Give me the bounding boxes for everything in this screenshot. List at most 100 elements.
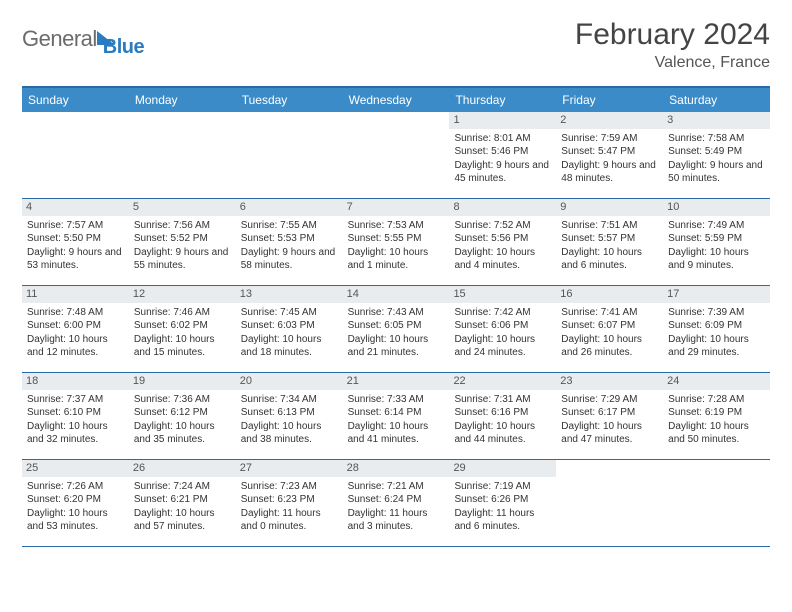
- day-details: Sunrise: 7:41 AMSunset: 6:07 PMDaylight:…: [561, 306, 658, 360]
- daylight-line: Daylight: 10 hours and 44 minutes.: [454, 420, 551, 447]
- day-number: 12: [129, 286, 236, 303]
- sunset-line: Sunset: 6:26 PM: [454, 493, 551, 507]
- sunset-line: Sunset: 6:20 PM: [27, 493, 124, 507]
- day-cell: [556, 460, 663, 546]
- header: General Blue February 2024 Valence, Fran…: [22, 18, 770, 72]
- sunset-line: Sunset: 6:17 PM: [561, 406, 658, 420]
- sunset-line: Sunset: 5:50 PM: [27, 232, 124, 246]
- day-cell: 17 Sunrise: 7:39 AMSunset: 6:09 PMDayligh…: [663, 286, 770, 372]
- day-number: 8: [449, 199, 556, 216]
- day-number: 6: [236, 199, 343, 216]
- day-number: 20: [236, 373, 343, 390]
- sunrise-line: Sunrise: 7:58 AM: [668, 132, 765, 146]
- sunrise-line: Sunrise: 7:42 AM: [454, 306, 551, 320]
- daylight-line: Daylight: 10 hours and 53 minutes.: [27, 507, 124, 534]
- dow-cell: Wednesday: [343, 88, 450, 112]
- day-number: 14: [343, 286, 450, 303]
- day-cell: 5Sunrise: 7:56 AMSunset: 5:52 PMDaylight…: [129, 199, 236, 285]
- day-cell: 10Sunrise: 7:49 AMSunset: 5:59 PMDayligh…: [663, 199, 770, 285]
- sunset-line: Sunset: 5:57 PM: [561, 232, 658, 246]
- sunset-line: Sunset: 6:13 PM: [241, 406, 338, 420]
- daylight-line: Daylight: 9 hours and 58 minutes.: [241, 246, 338, 273]
- day-cell: 15Sunrise: 7:42 AMSunset: 6:06 PMDayligh…: [449, 286, 556, 372]
- dow-cell: Thursday: [449, 88, 556, 112]
- sunset-line: Sunset: 6:06 PM: [454, 319, 551, 333]
- sunset-line: Sunset: 6:24 PM: [348, 493, 445, 507]
- day-details: Sunrise: 7:19 AMSunset: 6:26 PMDaylight:…: [454, 480, 551, 534]
- daylight-line: Daylight: 10 hours and 50 minutes.: [668, 420, 765, 447]
- sunset-line: Sunset: 6:07 PM: [561, 319, 658, 333]
- sunrise-line: Sunrise: 7:39 AM: [668, 306, 765, 320]
- sunrise-line: Sunrise: 7:19 AM: [454, 480, 551, 494]
- sunrise-line: Sunrise: 7:49 AM: [668, 219, 765, 233]
- sunset-line: Sunset: 5:53 PM: [241, 232, 338, 246]
- day-number: 17: [663, 286, 770, 303]
- day-details: Sunrise: 7:21 AMSunset: 6:24 PMDaylight:…: [348, 480, 445, 534]
- sunrise-line: Sunrise: 7:59 AM: [561, 132, 658, 146]
- day-details: Sunrise: 7:46 AMSunset: 6:02 PMDaylight:…: [134, 306, 231, 360]
- daylight-line: Daylight: 10 hours and 38 minutes.: [241, 420, 338, 447]
- sunrise-line: Sunrise: 7:52 AM: [454, 219, 551, 233]
- day-details: Sunrise: 7:26 AMSunset: 6:20 PMDaylight:…: [27, 480, 124, 534]
- sunrise-line: Sunrise: 7:51 AM: [561, 219, 658, 233]
- day-number: 9: [556, 199, 663, 216]
- daylight-line: Daylight: 10 hours and 29 minutes.: [668, 333, 765, 360]
- sunrise-line: Sunrise: 7:46 AM: [134, 306, 231, 320]
- daylight-line: Daylight: 10 hours and 15 minutes.: [134, 333, 231, 360]
- sunrise-line: Sunrise: 7:57 AM: [27, 219, 124, 233]
- sunrise-line: Sunrise: 7:29 AM: [561, 393, 658, 407]
- daylight-line: Daylight: 9 hours and 45 minutes.: [454, 159, 551, 186]
- day-number: 24: [663, 373, 770, 390]
- day-number: 28: [343, 460, 450, 477]
- day-cell: 6Sunrise: 7:55 AMSunset: 5:53 PMDaylight…: [236, 199, 343, 285]
- sunset-line: Sunset: 6:23 PM: [241, 493, 338, 507]
- day-number: 26: [129, 460, 236, 477]
- day-cell: 4Sunrise: 7:57 AMSunset: 5:50 PMDaylight…: [22, 199, 129, 285]
- daylight-line: Daylight: 10 hours and 32 minutes.: [27, 420, 124, 447]
- week-row: 18Sunrise: 7:37 AMSunset: 6:10 PMDayligh…: [22, 373, 770, 460]
- day-details: Sunrise: 7:28 AMSunset: 6:19 PMDaylight:…: [668, 393, 765, 447]
- day-details: Sunrise: 7:33 AMSunset: 6:14 PMDaylight:…: [348, 393, 445, 447]
- brand-word2: Blue: [103, 36, 144, 59]
- sunset-line: Sunset: 6:03 PM: [241, 319, 338, 333]
- daylight-line: Daylight: 10 hours and 1 minute.: [348, 246, 445, 273]
- sunrise-line: Sunrise: 7:24 AM: [134, 480, 231, 494]
- day-cell: 21Sunrise: 7:33 AMSunset: 6:14 PMDayligh…: [343, 373, 450, 459]
- brand-word1: General: [22, 26, 97, 52]
- weeks-container: 1Sunrise: 8:01 AMSunset: 5:46 PMDaylight…: [22, 112, 770, 547]
- sunrise-line: Sunrise: 7:53 AM: [348, 219, 445, 233]
- sunrise-line: Sunrise: 7:28 AM: [668, 393, 765, 407]
- sunset-line: Sunset: 5:47 PM: [561, 145, 658, 159]
- day-number: 1: [449, 112, 556, 129]
- day-number: 16: [556, 286, 663, 303]
- day-cell: 20Sunrise: 7:34 AMSunset: 6:13 PMDayligh…: [236, 373, 343, 459]
- week-row: 11Sunrise: 7:48 AMSunset: 6:00 PMDayligh…: [22, 286, 770, 373]
- day-cell: 1Sunrise: 8:01 AMSunset: 5:46 PMDaylight…: [449, 112, 556, 198]
- day-cell: 24 Sunrise: 7:28 AMSunset: 6:19 PMDayligh…: [663, 373, 770, 459]
- sunset-line: Sunset: 6:12 PM: [134, 406, 231, 420]
- location-label: Valence, France: [575, 54, 770, 72]
- sunrise-line: Sunrise: 7:21 AM: [348, 480, 445, 494]
- sunset-line: Sunset: 6:02 PM: [134, 319, 231, 333]
- sunset-line: Sunset: 6:19 PM: [668, 406, 765, 420]
- day-cell: 16 Sunrise: 7:41 AMSunset: 6:07 PMDayligh…: [556, 286, 663, 372]
- day-details: Sunrise: 7:39 AMSunset: 6:09 PMDaylight:…: [668, 306, 765, 360]
- daylight-line: Daylight: 10 hours and 47 minutes.: [561, 420, 658, 447]
- day-number: 13: [236, 286, 343, 303]
- day-cell: 27Sunrise: 7:23 AMSunset: 6:23 PMDayligh…: [236, 460, 343, 546]
- daylight-line: Daylight: 11 hours and 6 minutes.: [454, 507, 551, 534]
- week-row: 4 Sunrise: 7:57 AMSunset: 5:50 PM Daylight…: [22, 199, 770, 286]
- sunrise-line: Sunrise: 7:48 AM: [27, 306, 124, 320]
- sunrise-line: Sunrise: 7:26 AM: [27, 480, 124, 494]
- day-details: Sunrise: 7:49 AMSunset: 5:59 PMDaylight:…: [668, 219, 765, 273]
- daylight-line: Daylight: 10 hours and 4 minutes.: [454, 246, 551, 273]
- day-cell: 28 Sunrise: 7:21 AMSunset: 6:24 PMDayligh…: [343, 460, 450, 546]
- day-cell: 18Sunrise: 7:37 AMSunset: 6:10 PMDayligh…: [22, 373, 129, 459]
- day-number: 27: [236, 460, 343, 477]
- day-number: 19: [129, 373, 236, 390]
- title-block: February 2024 Valence, France: [575, 18, 770, 72]
- day-details: Sunrise: 7:53 AMSunset: 5:55 PMDaylight:…: [348, 219, 445, 273]
- day-number: 23: [556, 373, 663, 390]
- day-cell: 29Sunrise: 7:19 AMSunset: 6:26 PMDayligh…: [449, 460, 556, 546]
- day-number: 4: [22, 199, 129, 216]
